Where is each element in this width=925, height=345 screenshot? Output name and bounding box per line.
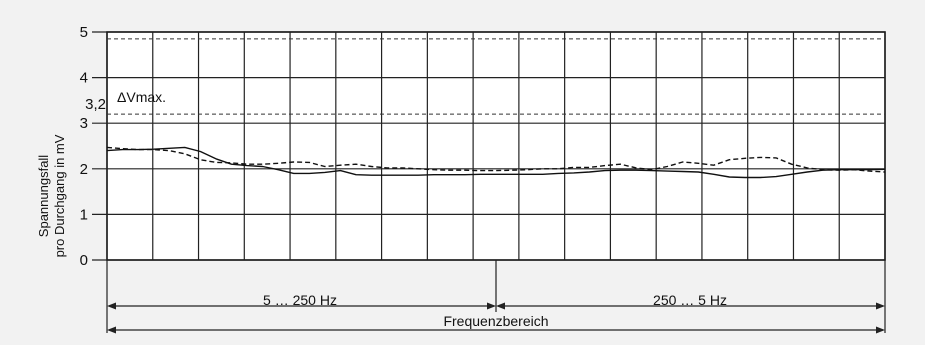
segment-2-arrow-head-left xyxy=(496,302,505,310)
y-axis-label-line1: Spannungsfall xyxy=(36,155,51,238)
y-tick-label: 0 xyxy=(80,252,88,269)
full-range-arrow-head-left xyxy=(107,326,116,334)
y-axis-label-line2: pro Durchgang in mV xyxy=(52,134,67,257)
segment-1-arrow-head-right xyxy=(487,302,496,310)
y-tick-label: 4 xyxy=(80,70,88,87)
reference-value-label: 3,2 xyxy=(85,96,106,113)
y-tick-label: 5 xyxy=(80,24,88,41)
y-tick-label: 1 xyxy=(80,206,88,223)
y-tick-label: 2 xyxy=(80,161,88,178)
plot-frame xyxy=(106,31,886,261)
horizontal-grid xyxy=(92,31,885,261)
y-tick-label: 3 xyxy=(80,115,88,132)
segment-1-arrow-head-left xyxy=(107,302,116,310)
segment-label-1: 5 … 250 Hz xyxy=(263,292,337,308)
segment-label-2: 250 … 5 Hz xyxy=(653,292,727,308)
full-range-arrow-head-right xyxy=(876,326,885,334)
vertical-grid xyxy=(152,32,840,260)
segment-2-arrow-head-right xyxy=(876,302,885,310)
reference-lines: 3,2 ΔVmax. xyxy=(85,38,885,115)
series-line-dashed xyxy=(106,146,886,173)
y-tick-labels: 0 1 2 3 4 5 xyxy=(80,24,88,269)
reference-annotation: ΔVmax. xyxy=(117,89,166,105)
data-series xyxy=(106,146,886,179)
x-axis-label: Frequenzbereich xyxy=(443,313,548,329)
frequency-axis xyxy=(106,260,886,334)
series-line-solid xyxy=(106,146,886,179)
